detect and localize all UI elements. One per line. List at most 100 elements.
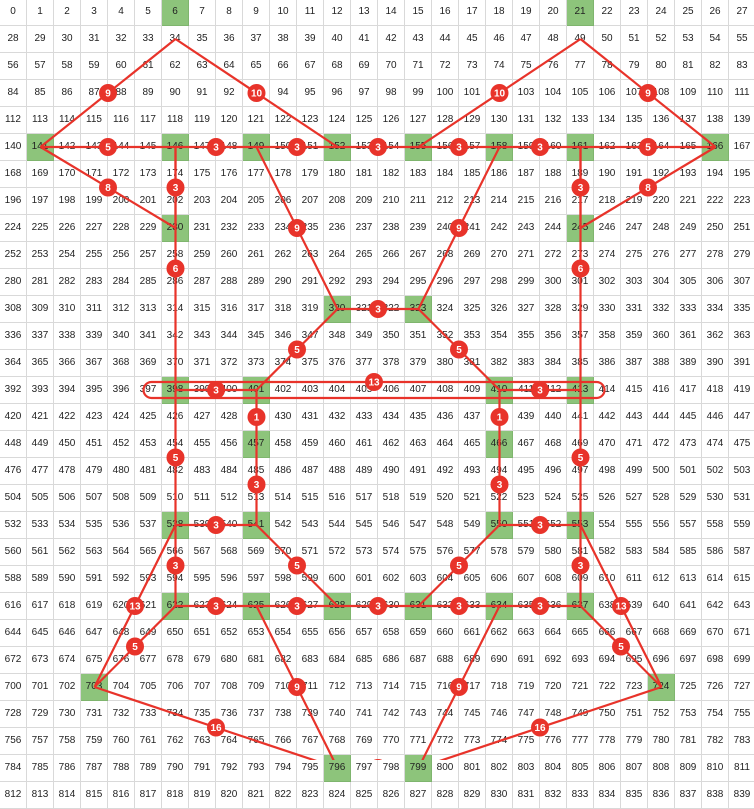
grid-cell: 142: [54, 133, 81, 161]
grid-cell: 679: [189, 646, 216, 674]
grid-cell: 591: [81, 565, 108, 593]
grid-cell: 780: [648, 727, 675, 755]
grid-cell: 276: [648, 241, 675, 269]
grid-cell: 387: [621, 349, 648, 377]
grid-cell: 349: [351, 322, 378, 350]
grid-cell: 118: [162, 106, 189, 134]
grid-cell: 171: [81, 160, 108, 188]
grid-cell: 62: [162, 52, 189, 80]
grid-cell: 96: [324, 79, 351, 107]
grid-cell: 585: [675, 538, 702, 566]
grid-cell: 593: [135, 565, 162, 593]
grid-cell: 41: [351, 25, 378, 53]
grid-cell: 59: [81, 52, 108, 80]
grid-cell-highlighted: 152: [324, 133, 351, 161]
grid-cell: 452: [108, 430, 135, 458]
grid-cell: 64: [216, 52, 243, 80]
grid-cell: 829: [459, 781, 486, 809]
grid-cell: 207: [297, 187, 324, 215]
grid-cell: 342: [162, 322, 189, 350]
grid-cell: 192: [648, 160, 675, 188]
grid-cell: 295: [405, 268, 432, 296]
grid-cell: 66: [270, 52, 297, 80]
grid-cell: 573: [351, 538, 378, 566]
grid-cell: 42: [378, 25, 405, 53]
grid-cell: 88: [108, 79, 135, 107]
grid-cell: 279: [729, 241, 754, 269]
grid-cell: 794: [270, 754, 297, 782]
grid-cell: 468: [540, 430, 567, 458]
grid-cell: 419: [729, 376, 754, 404]
grid-cell: 374: [270, 349, 297, 377]
grid-cell: 650: [162, 619, 189, 647]
grid-cell: 130: [486, 106, 513, 134]
grid-cell: 731: [81, 700, 108, 728]
grid-cell: 224: [0, 214, 27, 242]
grid-cell: 609: [567, 565, 594, 593]
grid-cell: 530: [702, 484, 729, 512]
grid-cell: 326: [486, 295, 513, 323]
grid-cell: 382: [486, 349, 513, 377]
grid-cell: 414: [594, 376, 621, 404]
grid-cell: 61: [135, 52, 162, 80]
grid-cell: 184: [432, 160, 459, 188]
grid-cell: 178: [270, 160, 297, 188]
grid-cell: 391: [729, 349, 754, 377]
grid-cell: 43: [405, 25, 432, 53]
grid-cell: 828: [432, 781, 459, 809]
grid-cell: 316: [216, 295, 243, 323]
grid-cell: 666: [594, 619, 621, 647]
grid-cell: 27: [729, 0, 754, 26]
grid-cell: 817: [135, 781, 162, 809]
grid-cell: 310: [54, 295, 81, 323]
grid-cell: 120: [216, 106, 243, 134]
grid-cell: 562: [54, 538, 81, 566]
grid-cell: 280: [0, 268, 27, 296]
grid-cell: 211: [405, 187, 432, 215]
grid-cell: 684: [324, 646, 351, 674]
grid-cell: 37: [243, 25, 270, 53]
grid-cell: 259: [189, 241, 216, 269]
grid-cell: 301: [567, 268, 594, 296]
grid-cell: 742: [378, 700, 405, 728]
grid-cell: 635: [513, 592, 540, 620]
grid-cell: 252: [0, 241, 27, 269]
grid-cell: 804: [540, 754, 567, 782]
grid-cell-highlighted: 550: [486, 511, 513, 539]
grid-cell: 151: [297, 133, 324, 161]
grid-cell: 399: [189, 376, 216, 404]
grid-cell: 418: [702, 376, 729, 404]
grid-cell: 44: [432, 25, 459, 53]
grid-cell: 805: [567, 754, 594, 782]
grid-cell: 641: [675, 592, 702, 620]
grid-cell: 170: [54, 160, 81, 188]
grid-cell: 261: [243, 241, 270, 269]
grid-cell: 432: [324, 403, 351, 431]
grid-cell: 406: [378, 376, 405, 404]
grid-cell: 607: [513, 565, 540, 593]
grid-cell: 357: [567, 322, 594, 350]
grid-cell: 470: [594, 430, 621, 458]
grid-cell: 353: [459, 322, 486, 350]
grid-cell: 467: [513, 430, 540, 458]
grid-cell: 575: [405, 538, 432, 566]
grid-cell: 70: [378, 52, 405, 80]
grid-cell: 602: [378, 565, 405, 593]
grid-cell: 659: [405, 619, 432, 647]
grid-cell: 771: [405, 727, 432, 755]
grid-cell: 395: [81, 376, 108, 404]
grid-cell: 529: [675, 484, 702, 512]
grid-cell-highlighted: 166: [702, 133, 729, 161]
grid-cell: 617: [27, 592, 54, 620]
grid-cell: 260: [216, 241, 243, 269]
grid-cell: 99: [405, 79, 432, 107]
grid-cell-highlighted: 541: [243, 511, 270, 539]
grid-cell: 810: [702, 754, 729, 782]
grid-cell-highlighted: 637: [567, 592, 594, 620]
grid-cell: 440: [540, 403, 567, 431]
grid-cell: 442: [594, 403, 621, 431]
grid-cell: 317: [243, 295, 270, 323]
grid-cell: 251: [729, 214, 754, 242]
grid-cell: 217: [567, 187, 594, 215]
grid-cell-highlighted: 141: [27, 133, 54, 161]
